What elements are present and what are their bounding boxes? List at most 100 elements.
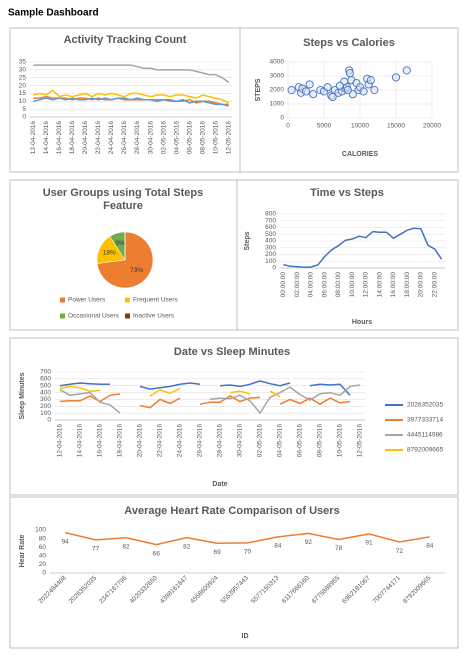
x-tick-label: 5553957443 [220, 574, 251, 605]
legend-swatch [60, 297, 65, 303]
x-tick-label: 30-04-2016 [147, 121, 154, 155]
y-tick-label: 4000 [270, 59, 285, 66]
legend-label: 4445114986 [407, 432, 443, 439]
x-tick-label: 14-04-2016 [43, 121, 50, 155]
data-label: 78 [335, 545, 343, 552]
y-tick-label: 15 [19, 90, 27, 97]
y-tick-label: 600 [265, 224, 276, 231]
y-tick-label: 5 [22, 106, 26, 113]
x-tick-label: 14-04-2016 [77, 424, 84, 458]
series-line [33, 89, 230, 104]
panel [236, 179, 459, 331]
y-tick-label: 700 [265, 217, 276, 224]
data-label: 69 [213, 549, 221, 556]
x-axis-label: Hours [352, 319, 372, 326]
y-axis-label: STEPS [255, 78, 262, 101]
data-label: 91 [365, 540, 373, 547]
y-tick-label: 600 [40, 376, 51, 383]
scatter-point [305, 80, 314, 89]
chart-title: Activity Tracking Count [63, 34, 187, 46]
legend-label: 3977333714 [407, 417, 444, 424]
x-tick-label: 06-05-2016 [186, 121, 193, 155]
y-tick-label: 20 [39, 561, 47, 568]
x-axis-label: ID [242, 633, 249, 640]
x-tick-label: 22-04-2016 [157, 424, 164, 458]
x-tick-label: 14:00:00 [376, 272, 383, 298]
scatter-point [370, 85, 379, 95]
x-tick-label: 6775888955 [311, 574, 342, 605]
y-tick-label: 400 [40, 389, 51, 396]
x-tick-label: 06-05-2016 [297, 424, 304, 458]
panel [9, 337, 459, 496]
y-tick-label: 200 [40, 403, 51, 410]
x-tick-label: 0 [286, 123, 290, 130]
y-tick-label: 2000 [270, 87, 285, 94]
y-tick-label: 0 [22, 114, 26, 121]
scatter-point [343, 85, 352, 95]
x-tick-label: 16-04-2016 [56, 121, 63, 155]
y-axis-label: Hear Rate [19, 535, 26, 568]
y-tick-label: 0 [42, 570, 46, 577]
scatter-point [309, 90, 318, 99]
data-label: 73% [130, 267, 143, 274]
scatter-point [345, 69, 354, 78]
legend-label: 2026352035 [407, 402, 444, 409]
x-tick-label: 18:00:00 [404, 272, 411, 298]
x-tick-label: 02:00:00 [294, 272, 301, 298]
x-tick-label: 2026352035 [68, 574, 99, 605]
legend-label: Inactive Users [133, 313, 175, 320]
y-tick-label: 25 [19, 74, 27, 81]
y-tick-label: 1000 [270, 101, 285, 108]
x-tick-label: 2022484408 [37, 574, 68, 605]
x-tick-label: 15000 [387, 123, 405, 130]
x-tick-label: 4388161847 [159, 574, 190, 605]
x-tick-label: 6117666160 [281, 574, 311, 604]
y-tick-label: 30 [19, 67, 27, 74]
data-label: 94 [62, 538, 70, 545]
data-label: 84 [426, 543, 434, 550]
x-tick-label: 24-04-2016 [108, 121, 115, 155]
series-line [59, 393, 351, 409]
x-tick-label: 12-05-2016 [225, 121, 232, 155]
scatter-point [391, 73, 401, 82]
y-tick-label: 100 [265, 258, 276, 265]
x-tick-label: 22:00:00 [431, 272, 438, 298]
legend-swatch [125, 313, 130, 319]
panel [9, 496, 459, 649]
x-tick-label: 6962181067 [341, 574, 372, 605]
data-label: 72 [396, 548, 404, 555]
series-line [59, 384, 361, 415]
data-label: 92 [305, 539, 313, 546]
x-tick-label: 12-04-2016 [57, 424, 64, 458]
x-tick-label: 4558609924 [189, 574, 220, 605]
x-tick-label: 30-04-2016 [237, 424, 244, 458]
x-tick-label: 24-04-2016 [177, 424, 184, 458]
x-tick-label: 06:00:00 [321, 272, 328, 298]
series-line [59, 380, 351, 396]
scatter-point [301, 87, 311, 96]
data-label: 77 [92, 546, 100, 553]
data-label: 82 [183, 543, 191, 550]
x-tick-label: 26-04-2016 [197, 424, 204, 458]
data-label: 66 [153, 550, 161, 557]
x-tick-label: 20000 [423, 123, 441, 130]
y-tick-label: 35 [19, 59, 27, 66]
legend-swatch [125, 297, 130, 303]
x-tick-label: 02-05-2016 [160, 121, 167, 155]
chart-title: Date vs Sleep Minutes [173, 346, 291, 358]
x-tick-label: 20:00:00 [418, 272, 425, 298]
y-tick-label: 3000 [270, 73, 285, 80]
x-tick-label: 10-05-2016 [212, 121, 219, 155]
x-tick-label: 04:00:00 [308, 272, 315, 298]
y-tick-label: 200 [265, 251, 276, 258]
y-tick-label: 500 [265, 231, 276, 238]
y-tick-label: 700 [40, 369, 51, 376]
scatter-point [366, 76, 375, 85]
x-tick-label: 04-05-2016 [173, 121, 180, 155]
x-tick-label: 10000 [351, 123, 369, 130]
x-tick-label: 28-04-2016 [134, 121, 141, 155]
x-tick-label: 26-04-2016 [121, 121, 128, 155]
y-tick-label: 0 [47, 417, 51, 424]
